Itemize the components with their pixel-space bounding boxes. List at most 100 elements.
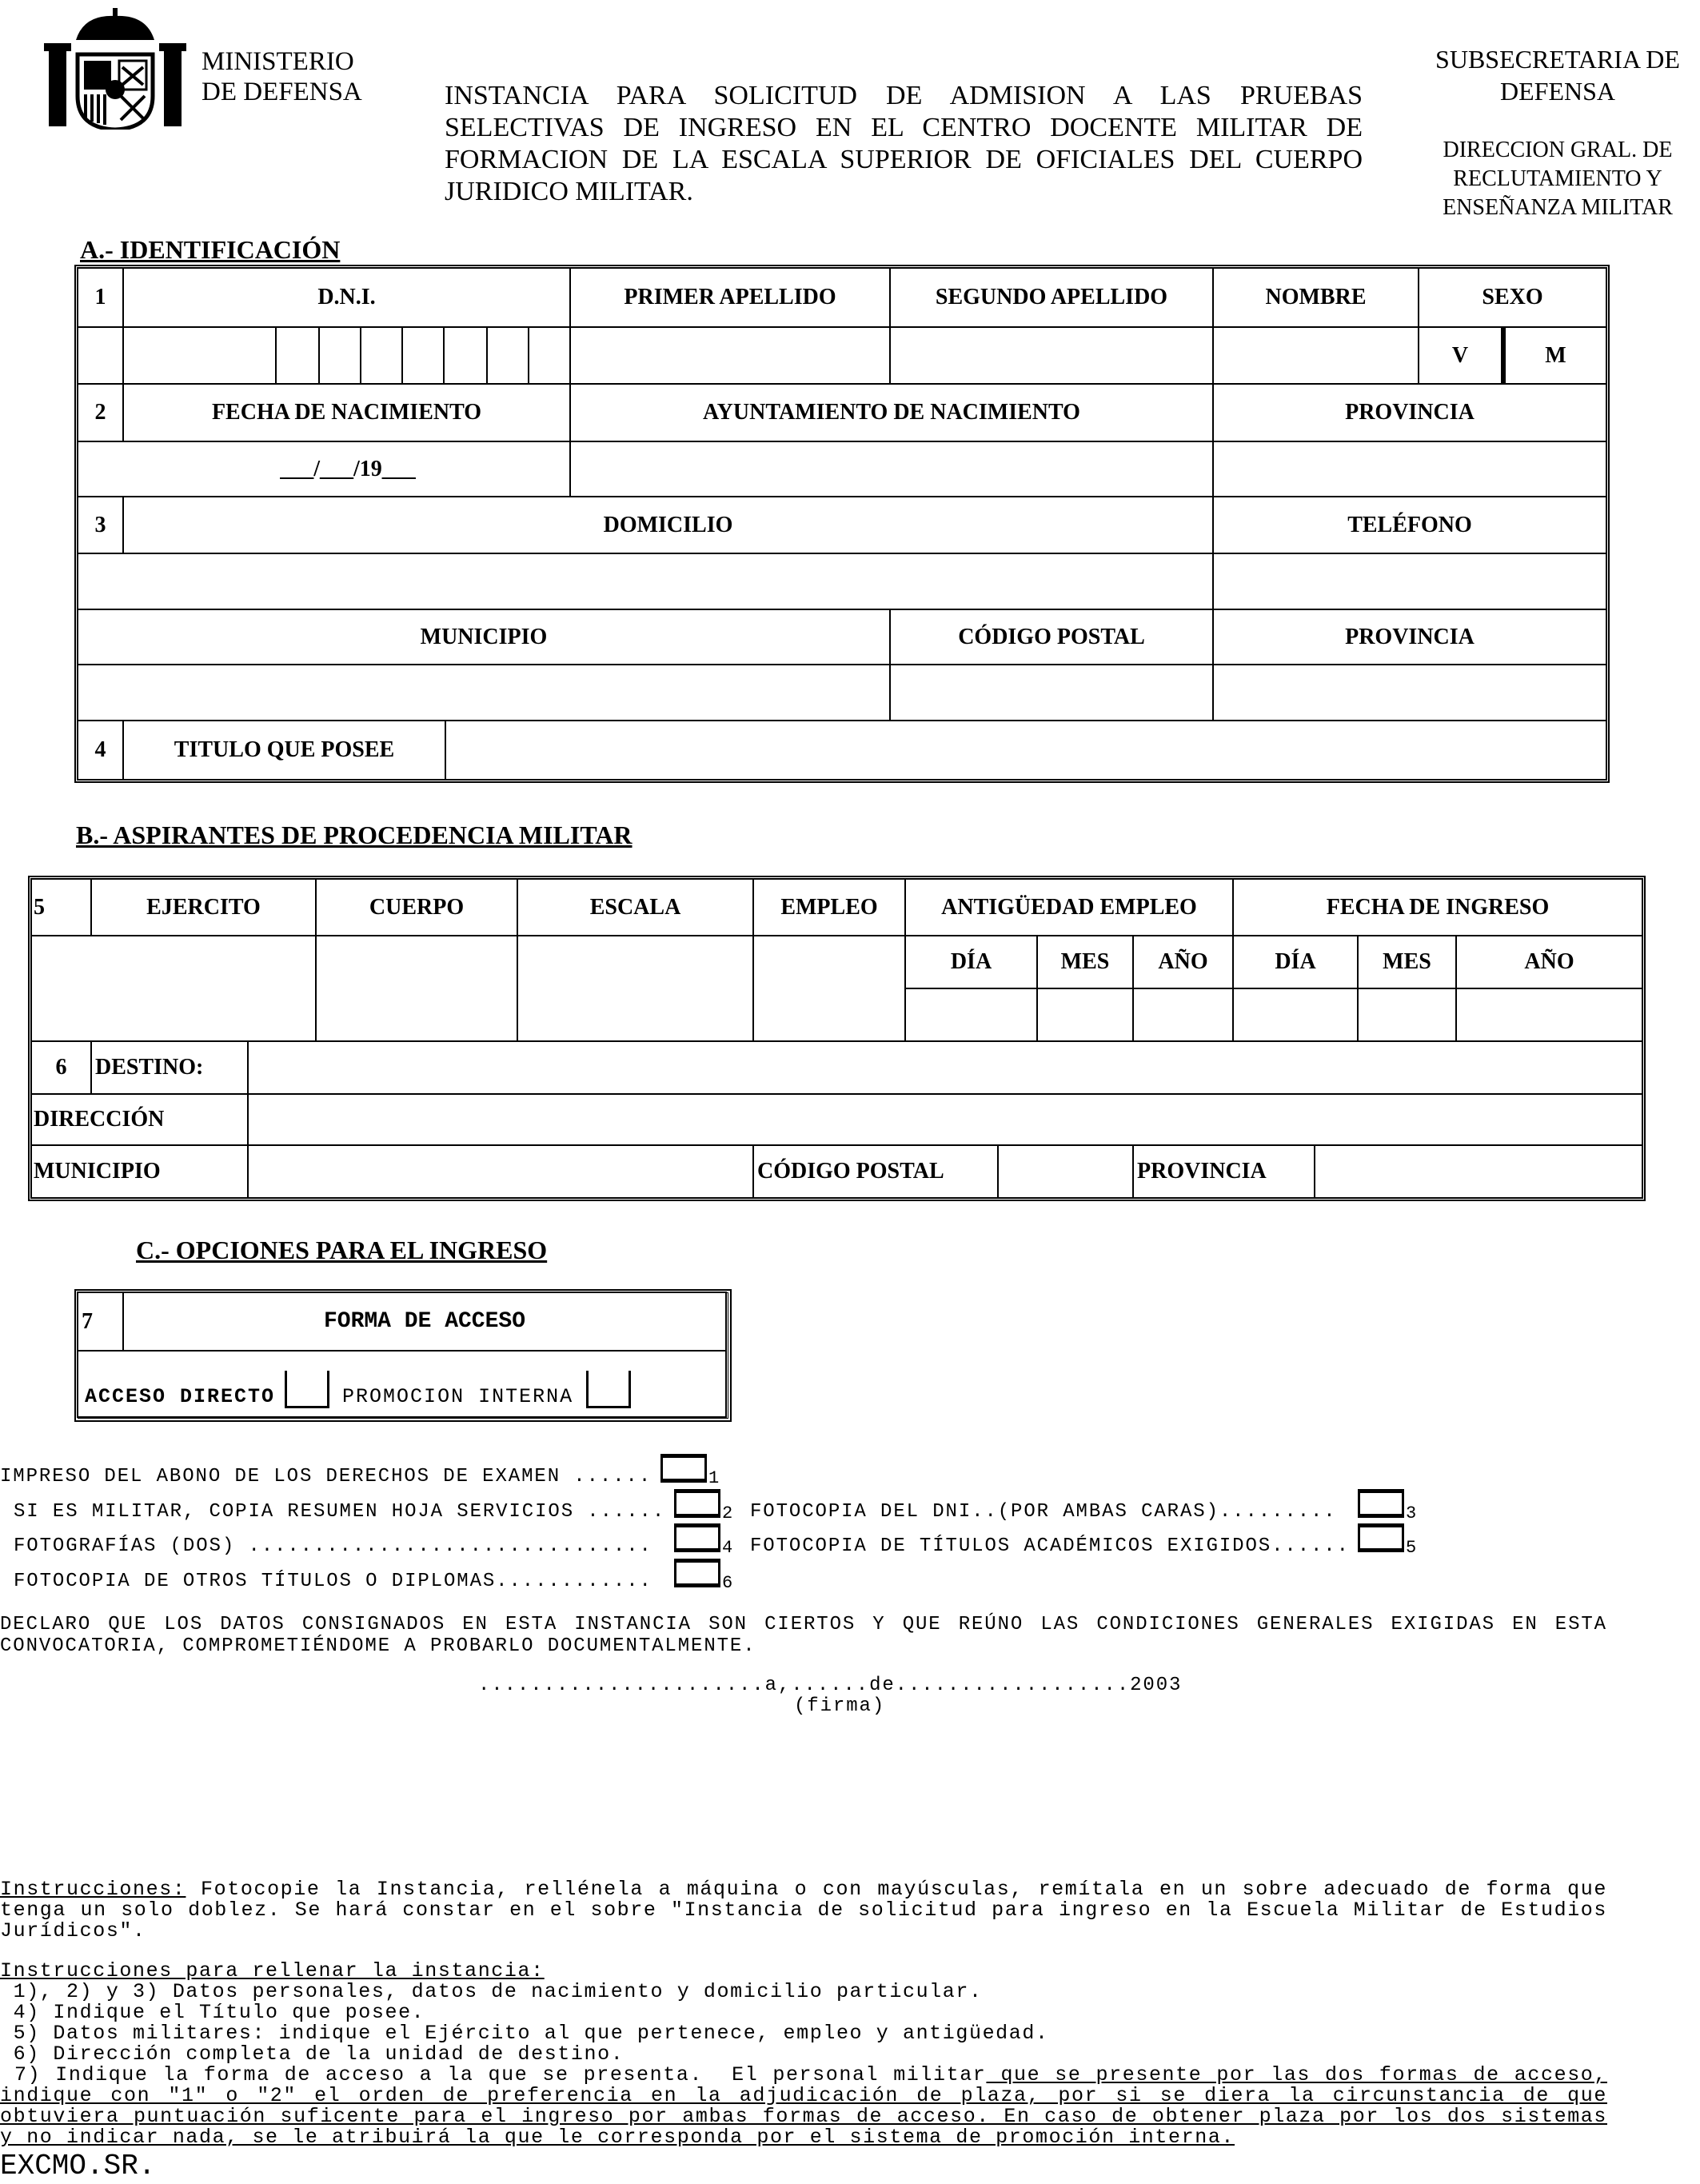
sexo-v-option[interactable]: V (1418, 326, 1506, 385)
primer-apellido-field[interactable] (569, 326, 891, 385)
signature-date-line[interactable]: ......................a,......de........… (478, 1675, 1183, 1696)
provincia-nacimiento-header: PROVINCIA (1212, 383, 1607, 442)
escala-header: ESCALA (517, 878, 754, 936)
subsecretaria-line1: SUBSECRETARIA DE (1435, 45, 1680, 74)
codigo-postal-field[interactable] (889, 664, 1214, 721)
provincia-domicilio-field[interactable] (1212, 664, 1607, 721)
segundo-apellido-header: SEGUNDO APELLIDO (889, 267, 1214, 328)
checklist-number: 1 (708, 1468, 720, 1488)
fecha-ingreso-header: FECHA DE INGRESO (1232, 878, 1643, 936)
row-number-6: 6 (30, 1040, 92, 1095)
telefono-header: TELÉFONO (1212, 496, 1607, 554)
direccion-field[interactable] (247, 1093, 1643, 1146)
dni-digit-field[interactable] (443, 326, 488, 385)
checklist-number: 3 (1406, 1503, 1417, 1523)
checklist-item-label: IMPRESO DEL ABONO DE LOS DERECHOS DE EXA… (0, 1466, 652, 1487)
forma-acceso-header: FORMA DE ACCESO (122, 1292, 727, 1352)
ingreso-dia-field[interactable] (1232, 988, 1359, 1042)
dni-digit-field[interactable] (275, 326, 320, 385)
dni-digit-field[interactable] (401, 326, 445, 385)
codigo-postal-destino-field[interactable] (997, 1144, 1134, 1199)
form-title: INSTANCIA PARA SOLICITUD DE ADMISION A L… (445, 81, 1363, 206)
titulo-field[interactable] (445, 720, 1607, 781)
codigo-postal-destino-label: CÓDIGO POSTAL (752, 1144, 999, 1199)
municipio-field[interactable] (77, 664, 891, 721)
fill-instruction-item: 6) Dirección completa de la unidad de de… (0, 2042, 625, 2066)
spanish-coat-of-arms-icon (44, 8, 186, 132)
checklist-checkbox-3[interactable] (1358, 1489, 1404, 1518)
item7-text: 7) Indique la forma de acceso a la que s… (0, 2063, 987, 2086)
nombre-field[interactable] (1212, 326, 1419, 385)
checklist-checkbox-2[interactable] (674, 1489, 720, 1518)
antiguedad-header: ANTIGÜEDAD EMPLEO (904, 878, 1234, 936)
municipio-destino-label: MUNICIPIO (30, 1144, 249, 1199)
checklist-item-label: FOTOGRAFÍAS (DOS) ......................… (14, 1535, 652, 1557)
checklist-checkbox-1[interactable] (660, 1454, 707, 1483)
sexo-m-option[interactable]: M (1504, 326, 1607, 385)
checklist-checkbox-5[interactable] (1358, 1523, 1404, 1552)
provincia-destino-label: PROVINCIA (1132, 1144, 1315, 1199)
fill-instruction-item: 4) Indique el Título que posee. (0, 2001, 425, 2024)
promocion-interna-label: PROMOCION INTERNA (342, 1385, 574, 1408)
dni-digit-field[interactable] (122, 326, 277, 385)
ingreso-dia-header: DÍA (1232, 935, 1359, 989)
row-number-3: 3 (77, 496, 124, 554)
antiguedad-mes-field[interactable] (1036, 988, 1134, 1042)
forma-acceso-options: ACCESO DIRECTO PROMOCION INTERNA (77, 1350, 727, 1418)
provincia-destino-field[interactable] (1314, 1144, 1643, 1199)
municipio-destino-field[interactable] (247, 1144, 754, 1199)
dni-digit-field[interactable] (360, 326, 403, 385)
instructions-label: Instrucciones: (0, 1878, 186, 1901)
row-number-1: 1 (77, 267, 124, 328)
declaration-text: DECLARO QUE LOS DATOS CONSIGNADOS EN EST… (0, 1614, 1607, 1657)
direccion-line2: RECLUTAMIENTO Y (1453, 166, 1662, 191)
antiguedad-dia-field[interactable] (904, 988, 1038, 1042)
ejercito-header: EJERCITO (90, 878, 317, 936)
domicilio-field[interactable] (77, 553, 1214, 610)
ayuntamiento-field[interactable] (569, 441, 1214, 497)
instructions-fill: Instrucciones para rellenar la instancia… (0, 1961, 1607, 2148)
ingreso-ano-field[interactable] (1455, 988, 1643, 1042)
destino-field[interactable] (247, 1040, 1643, 1095)
ingreso-mes-field[interactable] (1357, 988, 1457, 1042)
subsecretaria-line2: DEFENSA (1499, 77, 1615, 106)
checklist-checkbox-4[interactable] (674, 1523, 720, 1552)
row-number-7: 7 (77, 1292, 124, 1352)
direccion-label: DIRECCIÓN (30, 1093, 249, 1146)
fecha-nacimiento-field[interactable]: ___/___/19___ (77, 441, 571, 497)
ministry-name-line2: DE DEFENSA (202, 78, 362, 106)
fill-instruction-item: 5) Datos militares: indique el Ejército … (0, 2022, 1049, 2045)
ministry-emblem (44, 8, 186, 132)
municipio-header: MUNICIPIO (77, 609, 891, 665)
cuerpo-field[interactable] (315, 935, 518, 1042)
direccion-line1: DIRECCION GRAL. DE (1443, 138, 1673, 162)
domicilio-header: DOMICILIO (122, 496, 1214, 554)
provincia-nacimiento-field[interactable] (1212, 441, 1607, 497)
ingreso-ano-header: AÑO (1455, 935, 1643, 989)
dni-digit-field[interactable] (528, 326, 571, 385)
ejercito-field[interactable] (30, 935, 317, 1042)
escala-field[interactable] (517, 935, 754, 1042)
segundo-apellido-field[interactable] (889, 326, 1214, 385)
acceso-directo-checkbox[interactable] (285, 1371, 330, 1408)
fill-instruction-item-7: 7) Indique la forma de acceso a la que s… (0, 2065, 1607, 2148)
telefono-field[interactable] (1212, 553, 1607, 610)
instructions-general: Instrucciones: Fotocopie la Instancia, r… (0, 1879, 1607, 1942)
dni-digit-field[interactable] (486, 326, 529, 385)
ayuntamiento-header: AYUNTAMIENTO DE NACIMIENTO (569, 383, 1214, 442)
cuerpo-header: CUERPO (315, 878, 518, 936)
sexo-header: SEXO (1418, 267, 1607, 328)
row-number-4: 4 (77, 720, 124, 781)
fill-instruction-item: 1), 2) y 3) Datos personales, datos de n… (0, 1980, 983, 2003)
checklist-checkbox-6[interactable] (674, 1559, 720, 1587)
checklist-item-label: SI ES MILITAR, COPIA RESUMEN HOJA SERVIC… (14, 1501, 666, 1523)
empleo-field[interactable] (752, 935, 906, 1042)
codigo-postal-header: CÓDIGO POSTAL (889, 609, 1214, 665)
promocion-interna-checkbox[interactable] (586, 1371, 632, 1408)
section-c-heading: C.- OPCIONES PARA EL INGRESO (136, 1236, 548, 1264)
destino-label: DESTINO: (90, 1040, 249, 1095)
checklist-item-label: FOTOCOPIA DE TÍTULOS ACADÉMICOS EXIGIDOS… (750, 1535, 1350, 1557)
ministry-name-line1: MINISTERIO (202, 47, 354, 76)
dni-digit-field[interactable] (318, 326, 361, 385)
antiguedad-ano-field[interactable] (1132, 988, 1234, 1042)
